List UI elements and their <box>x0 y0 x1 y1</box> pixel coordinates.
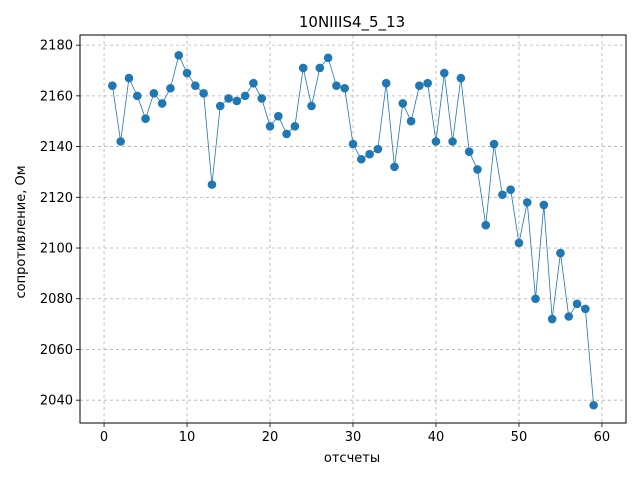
data-point <box>257 94 267 103</box>
data-point <box>215 101 225 111</box>
data-point <box>191 81 200 91</box>
data-point <box>124 73 134 83</box>
data-point <box>439 68 449 78</box>
data-point <box>298 63 308 73</box>
data-point <box>240 91 250 101</box>
y-tick-label: 2040 <box>40 394 73 409</box>
data-point <box>431 137 441 146</box>
data-point <box>415 81 424 91</box>
data-point <box>290 121 300 131</box>
x-tick-label: 60 <box>594 430 611 445</box>
data-point <box>182 68 192 78</box>
y-tick-label: 2120 <box>40 191 73 206</box>
x-axis-label: отсчеты <box>324 451 380 466</box>
data-point <box>522 198 532 207</box>
data-point <box>398 99 408 108</box>
y-tick-label: 2100 <box>40 242 73 257</box>
data-point <box>381 78 391 88</box>
data-point <box>581 304 590 314</box>
data-point <box>174 50 184 60</box>
data-point <box>473 165 482 174</box>
data-point <box>390 162 399 172</box>
y-axis: 2040 2060 2080 2100 2120 2140 2160 2180 <box>40 39 80 409</box>
chart-title: 10NIIIS4_5_13 <box>299 13 405 32</box>
data-point <box>365 149 374 159</box>
x-tick-label: 20 <box>262 430 279 445</box>
data-point <box>448 137 457 146</box>
data-point <box>265 121 275 131</box>
data-point <box>132 91 142 101</box>
data-point <box>456 73 466 83</box>
data-point <box>406 116 416 126</box>
y-tick-label: 2060 <box>40 343 73 358</box>
data-point <box>356 154 366 164</box>
data-point <box>531 294 540 304</box>
data-point <box>315 63 325 73</box>
data-point <box>572 299 582 309</box>
data-point <box>514 238 524 248</box>
data-point <box>166 83 175 93</box>
x-tick-label: 50 <box>511 430 528 445</box>
data-point <box>556 248 565 258</box>
data-point <box>564 312 574 321</box>
data-point <box>464 147 474 156</box>
data-point <box>481 220 491 230</box>
data-point <box>589 400 598 410</box>
series <box>108 50 598 410</box>
x-tick-label: 30 <box>345 430 362 445</box>
data-point <box>249 78 258 88</box>
y-tick-label: 2160 <box>40 89 73 104</box>
data-point <box>108 81 117 91</box>
data-point <box>489 139 499 149</box>
data-point <box>282 129 291 139</box>
y-tick-label: 2180 <box>40 39 73 54</box>
data-point <box>207 180 217 189</box>
data-point <box>539 200 549 210</box>
x-tick-label: 0 <box>100 430 108 445</box>
data-point <box>274 111 283 121</box>
x-tick-label: 40 <box>428 430 445 445</box>
data-point <box>307 101 316 111</box>
data-point <box>224 94 233 103</box>
x-tick-label: 10 <box>179 430 196 445</box>
grid <box>80 35 626 423</box>
data-point <box>116 137 125 146</box>
data-point <box>232 96 242 106</box>
data-point <box>332 81 341 91</box>
data-point <box>157 99 167 108</box>
data-point <box>506 185 515 194</box>
data-point <box>340 83 350 93</box>
data-point <box>547 314 557 324</box>
y-tick-label: 2140 <box>40 140 73 155</box>
data-point <box>199 89 208 98</box>
x-axis: 0 10 20 30 40 50 60 <box>100 423 610 445</box>
data-point <box>423 78 432 88</box>
data-point <box>323 53 333 63</box>
data-point <box>498 190 507 200</box>
y-tick-label: 2080 <box>40 292 73 307</box>
data-point <box>373 144 383 154</box>
data-point <box>141 114 150 123</box>
data-point <box>149 89 159 98</box>
y-axis-label: сопротивление, Ом <box>14 165 29 298</box>
data-point <box>348 139 358 149</box>
